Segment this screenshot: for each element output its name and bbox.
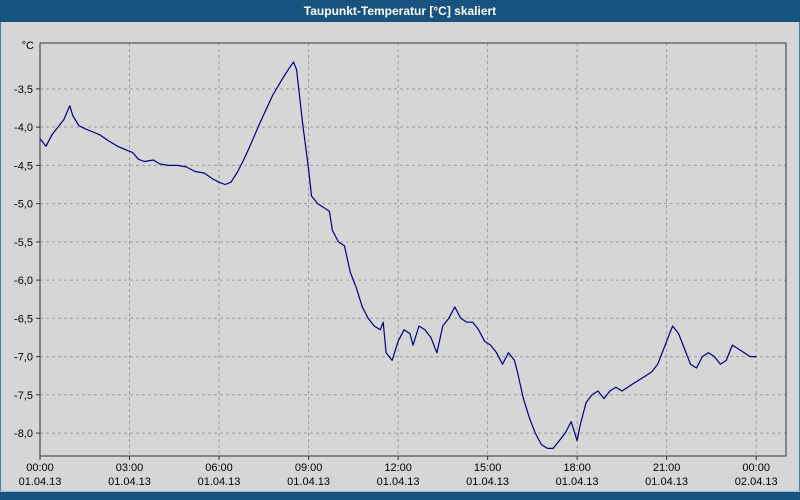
bottom-bar [0, 491, 800, 500]
chart-area: -3,5 -4,0 -4,5 -5,0 -5,5 -6,0 -6,5 -7,0 -7,5 -8,0… [0, 22, 800, 492]
y-tick-label: -4,0 [14, 122, 33, 134]
x-tick-time-label: 03:00 [116, 462, 144, 474]
x-tick-date-label: 01.04.13 [466, 476, 509, 488]
axis-frame [39, 42, 787, 457]
y-tick-label: -6,0 [14, 275, 33, 287]
x-tick-date-label: 01.04.13 [198, 476, 241, 488]
temperature-line [39, 61, 757, 449]
x-tick-date-label: 01.04.13 [556, 476, 599, 488]
x-tick-time-label: 21:00 [653, 462, 681, 474]
x-tick-time-label: 12:00 [384, 462, 412, 474]
y-tick-label: -7,5 [14, 390, 33, 402]
x-tick-date-label: 01.04.13 [108, 476, 151, 488]
x-tick-time-label: 18:00 [563, 462, 591, 474]
x-tick-date-label: 01.04.13 [19, 476, 62, 488]
x-tick-time-label: 06:00 [205, 462, 233, 474]
y-tick-label: -7,0 [14, 352, 33, 364]
y-tick-label: -8,0 [14, 428, 33, 440]
chart-canvas: -3,5 -4,0 -4,5 -5,0 -5,5 -6,0 -6,5 -7,0 -7,5 -8,0… [14, 40, 787, 488]
x-tick-time-label: 00:00 [742, 462, 770, 474]
x-tick-date-label: 01.04.13 [645, 476, 688, 488]
y-tick-label: -6,5 [14, 313, 33, 325]
y-tick-label: -5,5 [14, 237, 33, 249]
x-tick-time-label: 09:00 [295, 462, 323, 474]
x-tick-date-label: 01.04.13 [287, 476, 330, 488]
y-tick-label: -4,5 [14, 160, 33, 172]
title-bar: Taupunkt-Temperatur [°C] skaliert [0, 0, 800, 22]
chart-title: Taupunkt-Temperatur [°C] skaliert [303, 4, 497, 18]
y-tick-label: -5,0 [14, 199, 33, 211]
x-tick-date-label: 01.04.13 [377, 476, 420, 488]
x-tick-date-label: 02.04.13 [735, 476, 778, 488]
x-tick-time-label: 00:00 [26, 462, 54, 474]
y-tick-label: -3,5 [14, 84, 33, 96]
x-tick-time-label: 15:00 [474, 462, 502, 474]
y-axis-unit-label: °C [22, 40, 34, 52]
